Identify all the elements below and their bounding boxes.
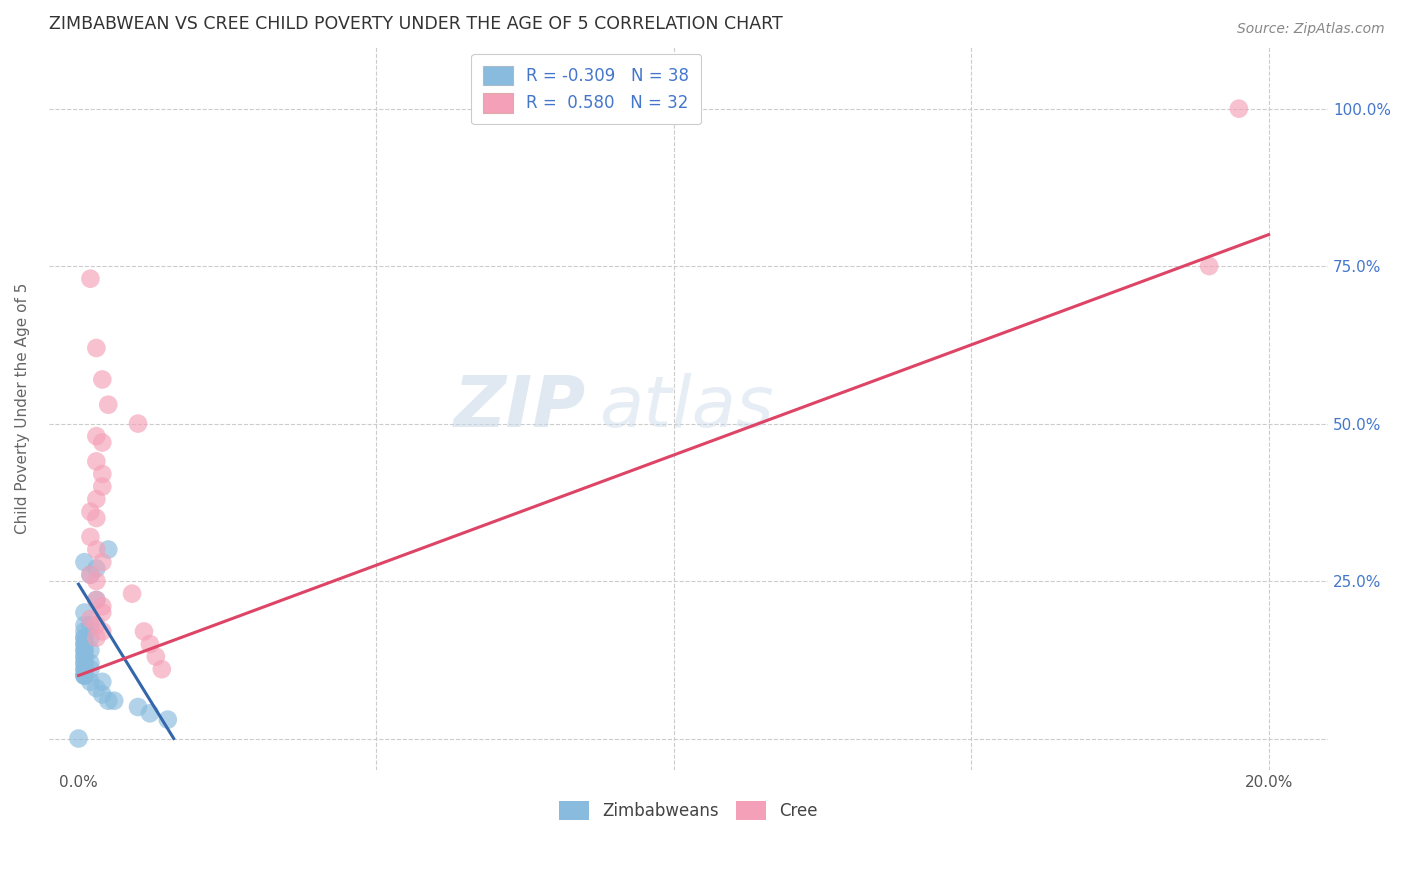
Point: [97, 542, 120, 557]
Point: [103, 694, 125, 708]
Point: [73, 631, 96, 645]
Point: [79, 612, 101, 626]
Point: [156, 713, 179, 727]
Point: [73, 606, 96, 620]
Point: [91, 555, 114, 569]
Y-axis label: Child Poverty Under the Age of 5: Child Poverty Under the Age of 5: [15, 282, 30, 533]
Point: [73, 656, 96, 670]
Point: [145, 649, 167, 664]
Point: [73, 656, 96, 670]
Point: [79, 530, 101, 544]
Point: [73, 668, 96, 682]
Point: [86, 561, 108, 575]
Point: [67, 731, 90, 746]
Point: [73, 643, 96, 657]
Point: [86, 341, 108, 355]
Text: Source: ZipAtlas.com: Source: ZipAtlas.com: [1237, 22, 1385, 37]
Point: [91, 674, 114, 689]
Point: [86, 454, 108, 468]
Point: [91, 467, 114, 481]
Point: [127, 700, 149, 714]
Point: [73, 649, 96, 664]
Point: [86, 542, 108, 557]
Point: [1227, 102, 1250, 116]
Point: [139, 637, 162, 651]
Point: [91, 479, 114, 493]
Point: [73, 668, 96, 682]
Point: [73, 618, 96, 632]
Point: [79, 631, 101, 645]
Point: [86, 631, 108, 645]
Point: [73, 643, 96, 657]
Point: [86, 574, 108, 588]
Point: [121, 587, 143, 601]
Point: [91, 687, 114, 701]
Text: ZIMBABWEAN VS CREE CHILD POVERTY UNDER THE AGE OF 5 CORRELATION CHART: ZIMBABWEAN VS CREE CHILD POVERTY UNDER T…: [49, 15, 783, 33]
Point: [79, 271, 101, 285]
Point: [91, 624, 114, 639]
Point: [86, 492, 108, 507]
Point: [73, 555, 96, 569]
Point: [86, 429, 108, 443]
Point: [91, 435, 114, 450]
Point: [79, 674, 101, 689]
Point: [79, 567, 101, 582]
Point: [1198, 259, 1220, 273]
Point: [79, 618, 101, 632]
Point: [86, 681, 108, 695]
Point: [132, 624, 155, 639]
Point: [150, 662, 173, 676]
Point: [91, 372, 114, 386]
Point: [97, 398, 120, 412]
Point: [91, 606, 114, 620]
Point: [73, 637, 96, 651]
Point: [79, 656, 101, 670]
Point: [79, 567, 101, 582]
Point: [127, 417, 149, 431]
Point: [73, 662, 96, 676]
Point: [79, 643, 101, 657]
Point: [73, 668, 96, 682]
Point: [73, 631, 96, 645]
Point: [86, 618, 108, 632]
Point: [97, 694, 120, 708]
Point: [73, 637, 96, 651]
Point: [79, 505, 101, 519]
Point: [86, 511, 108, 525]
Point: [86, 593, 108, 607]
Point: [91, 599, 114, 614]
Legend: Zimbabweans, Cree: Zimbabweans, Cree: [553, 794, 824, 827]
Point: [86, 593, 108, 607]
Point: [73, 624, 96, 639]
Point: [79, 662, 101, 676]
Point: [139, 706, 162, 721]
Text: atlas: atlas: [599, 374, 773, 442]
Point: [73, 662, 96, 676]
Text: ZIP: ZIP: [454, 374, 586, 442]
Point: [73, 649, 96, 664]
